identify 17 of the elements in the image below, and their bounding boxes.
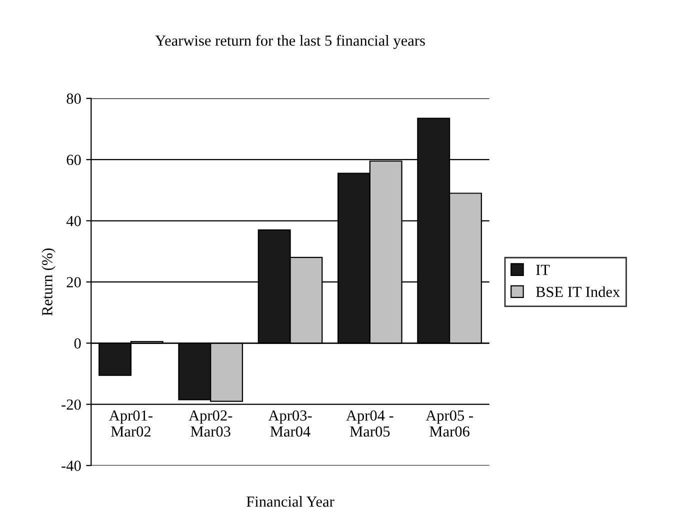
y-tick-label: 0 (74, 338, 81, 349)
y-tick-label: 40 (66, 216, 81, 226)
y-tick-label: 60 (66, 154, 81, 166)
x-tick-label: Apr05 - Mar06 (426, 410, 473, 437)
x-tick-label: Apr03- Mar04 (268, 410, 312, 437)
x-tick-label: Apr01- Mar02 (109, 410, 152, 437)
y-tick-label: 20 (66, 277, 81, 288)
y-tick-label: -40 (62, 460, 81, 471)
legend-label: BSE IT Index (536, 286, 620, 298)
chart-title: Yearwise return for the last 5 financial years (155, 34, 425, 49)
y-tick-label: 80 (66, 94, 81, 104)
x-tick-label: Apr02- Mar03 (188, 410, 232, 437)
x-axis-title: Financial Year (246, 496, 334, 507)
y-tick-label: -20 (62, 399, 81, 410)
legend-label: IT (536, 264, 550, 275)
x-tick-label: Apr04 - Mar05 (346, 410, 394, 437)
y-axis-title: Return (%) (42, 248, 56, 316)
